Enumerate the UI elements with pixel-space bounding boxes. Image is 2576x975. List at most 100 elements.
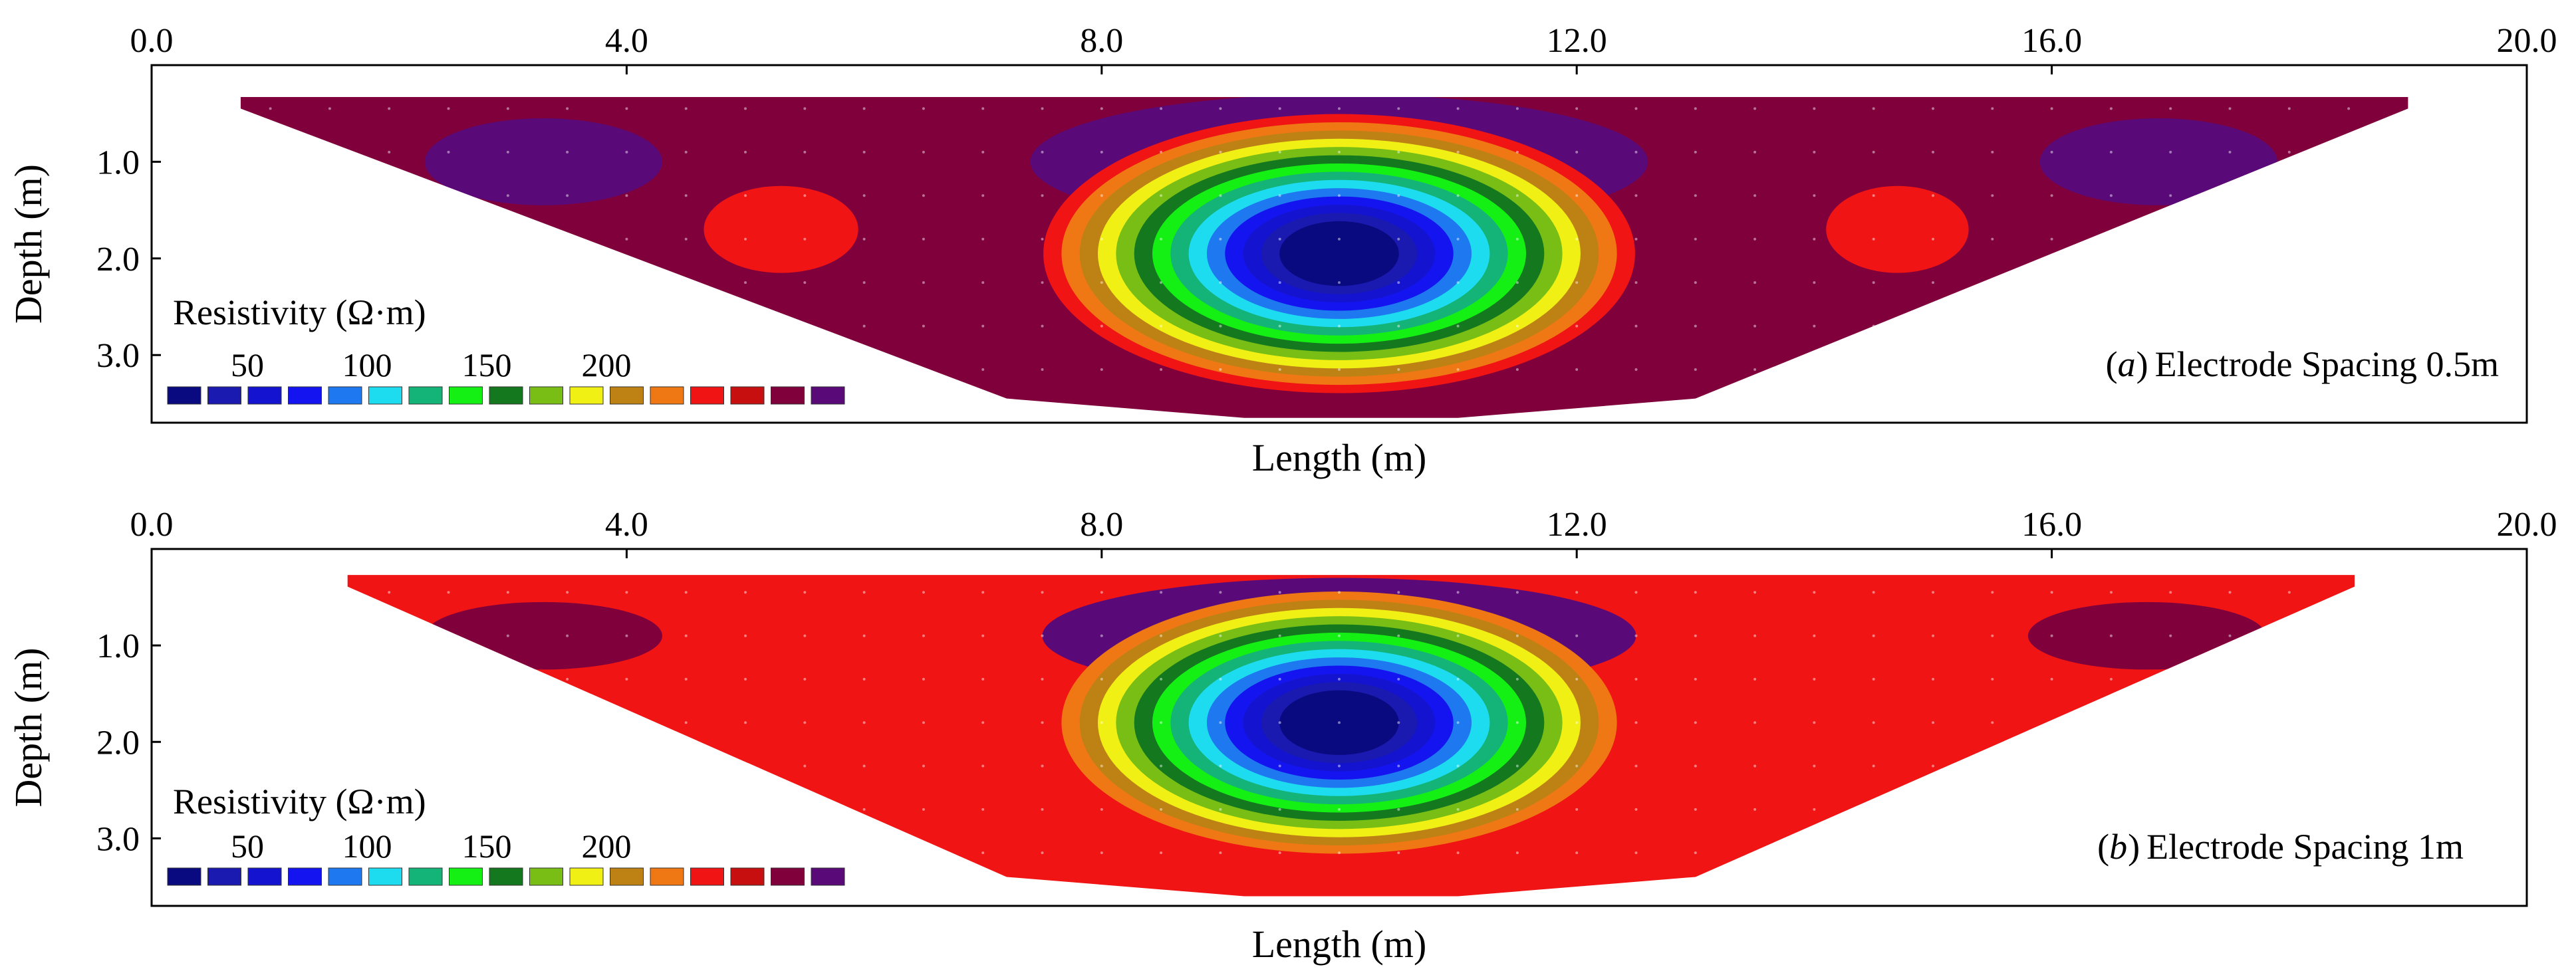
panel-a-data-point [1932,194,1934,197]
panel-b-y-tick-label: 1.0 [96,627,140,665]
panel-a-data-point [2228,194,2232,197]
panel-a-data-point [1813,324,1816,328]
panel-b-data-point [1932,677,1934,681]
panel-a-data-point [1160,107,1163,110]
panel-b-data-point [2228,764,2232,768]
panel-a-colorbar-swatch [449,386,483,405]
panel-b-contour-band [1279,690,1399,755]
panel-b-data-point [1456,721,1460,724]
panel-b-data-point [1397,808,1400,811]
panel-a-data-point [2287,194,2291,197]
panel-b-data-point [981,677,985,681]
panel-b-data-point [1575,808,1579,811]
panel-a-data-point [1278,368,1281,372]
panel-b-data-point [1813,808,1816,811]
panel-a-data-point [1041,324,1044,328]
panel-a-data-point [744,281,747,284]
panel-a-colorbar-swatch [610,386,644,405]
panel-b-data-point [2287,634,2291,637]
panel-a-data-point [2228,237,2232,241]
panel-b-data-point [1041,591,1044,594]
panel-a-data-point [1456,237,1460,241]
panel-a-data-point [2050,368,2053,372]
panel-b-data-point [328,678,331,681]
panel-a-data-point [684,194,688,197]
panel-b-data-point [744,764,747,768]
panel-a-data-point [1872,281,1875,284]
panel-b-data-point [803,634,807,637]
panel-a-colorbar-swatch [730,386,765,405]
panel-b-data-point [447,764,450,768]
panel-a-data-point [684,107,688,110]
panel-b-data-point [1872,677,1875,681]
panel-a-data-point [684,150,688,154]
panel-a-data-point [1456,150,1460,154]
panel-b-data-point [981,634,985,637]
panel-b-colorbar-tick-label: 150 [462,827,512,865]
panel-a-colorbar-swatch [247,386,282,405]
panel-b-data-point [1753,721,1757,724]
panel-b-data-point [922,591,925,594]
panel-a-data-point [1753,194,1757,197]
panel-a-data-point [2287,281,2291,284]
panel-a-data-point [1634,324,1638,328]
panel-b-data-point [1694,721,1697,724]
panel-a-data-point [625,194,628,197]
panel-a-data-point [1932,237,1934,241]
panel-a-data-point [1575,237,1579,241]
panel-a-colorbar-tick-label: 100 [342,346,392,383]
panel-a-data-point [922,194,925,197]
panel-a-x-tick-label: 0.0 [130,22,174,60]
panel-a-data-point [269,150,272,154]
panel-a-data-point [1515,281,1519,284]
panel-b-data-point [1932,808,1934,811]
panel-b-data-point [1160,591,1163,594]
panel-b-y-tick-label: 2.0 [96,724,140,762]
panel-b-data-point [447,808,450,811]
panel-a-data-point [2228,150,2232,154]
panel-b-data-point [625,591,628,594]
panel-a-data-point [328,107,331,110]
panel-b-data-point [1872,764,1875,768]
panel-a-data-point [1456,107,1460,110]
panel-a-y-tick-label: 3.0 [96,337,140,375]
panel-b-data-point [1991,591,1994,594]
panel-a-data-point [862,368,866,372]
panel-a-data-point [625,150,628,154]
panel-a-data-point [1456,324,1460,328]
panel-a-data-point [1872,368,1875,372]
panel-b: 0.0 4.0 8.0 12.0 16.0 20.0 1.0 2.0 3.0 Length (… [7,506,2557,966]
panel-b-data-point [2169,634,2172,637]
panel-a-data-point [1397,194,1400,197]
panel-a-colorbar-swatch [288,386,322,405]
panel-a-data-point [1575,368,1579,372]
panel-a-data-point [566,324,569,328]
panel-a-data-point [447,150,450,154]
panel-a-data-point [328,281,331,284]
panel-a-colorbar-tick-label: 50 [231,346,264,383]
panel-b-data-point [2109,634,2113,637]
panel-a-colorbar-swatch [489,386,523,405]
panel-a-data-point [1634,237,1638,241]
panel-a-data-point [1575,324,1579,328]
panel-b-data-point [1100,851,1103,855]
panel-b-data-point [862,677,866,681]
panel-a-data-point [625,281,628,284]
panel-a-data-point [1338,324,1341,328]
panel-b-data-point [1100,721,1103,724]
panel-a-data-point [388,194,391,197]
panel-a-colorbar-swatch [650,386,684,405]
panel-b-data-point [862,634,866,637]
panel-a-data-point [2050,194,2053,197]
panel-a-data-point [566,281,569,284]
panel-a-data-point [1338,281,1341,284]
panel-a-data-point [447,237,450,241]
panel-b-colorbar-swatch [650,867,684,886]
panel-b-data-point [2347,634,2351,637]
panel-b-data-point [1160,808,1163,811]
panel-b-data-point [269,721,272,724]
panel-a-data-point [981,150,985,154]
panel-b-colorbar-swatch [449,867,483,886]
panel-a-data-point [744,324,747,328]
panel-a-data-point [1515,194,1519,197]
